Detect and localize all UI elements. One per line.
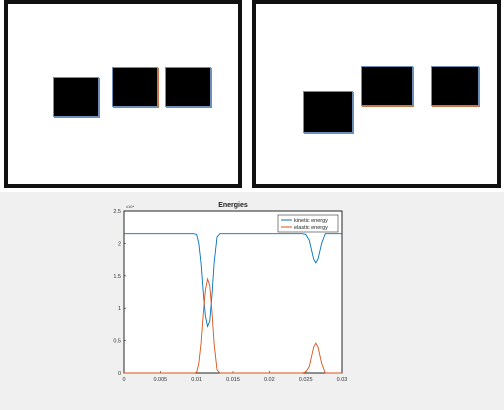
y-tick-label: 0 xyxy=(118,371,121,377)
y-tick-label: 2 xyxy=(118,241,121,247)
series-line-kinetic-energy xyxy=(124,233,342,328)
y-tick-label: 2.5 xyxy=(113,209,121,215)
legend-box xyxy=(277,214,339,233)
series-layer xyxy=(124,233,342,374)
block-1 xyxy=(54,78,98,116)
energy-chart: Energies x10⁴ 0 0.005 0.01 0.015 0.02 0.025 0.… xyxy=(108,192,356,410)
snapshot-panel-right xyxy=(252,0,501,188)
legend: kinetic energy elastic energy xyxy=(277,214,339,233)
x-tick-label: 0 xyxy=(122,377,125,383)
block-3 xyxy=(432,67,478,105)
x-tick-label: 0.015 xyxy=(226,377,240,383)
y-tick-label: 0.5 xyxy=(113,339,121,345)
legend-label-kinetic: kinetic energy xyxy=(294,218,328,224)
x-tick-label: 0.025 xyxy=(299,377,313,383)
y-multiplier: x10⁴ xyxy=(126,204,134,209)
y-tick-label: 1 xyxy=(118,306,121,312)
x-tick-label: 0.03 xyxy=(337,377,348,383)
x-tick-label: 0.005 xyxy=(153,377,167,383)
x-tick-label: 0.01 xyxy=(191,377,202,383)
legend-label-elastic: elastic energy xyxy=(294,225,328,231)
x-tick-label: 0.02 xyxy=(264,377,275,383)
block-2 xyxy=(113,68,157,106)
y-tick-label: 1.5 xyxy=(113,274,121,280)
block-1 xyxy=(304,92,352,132)
block-3 xyxy=(166,68,210,106)
block-2 xyxy=(362,67,412,105)
snapshot-panel-left xyxy=(4,0,242,188)
series-line-elastic-energy xyxy=(124,277,342,374)
plot-area xyxy=(123,210,343,374)
y-axis: 0 0.5 1 1.5 2 2.5 xyxy=(113,209,126,377)
chart-title: Energies xyxy=(218,202,248,209)
